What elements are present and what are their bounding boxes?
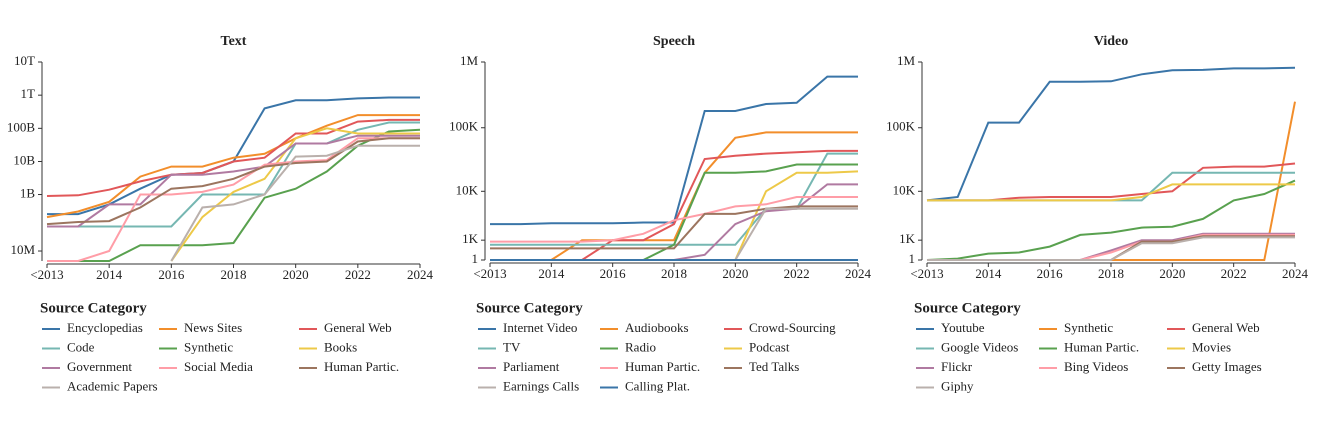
x-tick-label: 2018 bbox=[1098, 266, 1124, 281]
x-tick-label: 2024 bbox=[407, 267, 434, 282]
legend-label: General Web bbox=[1192, 320, 1260, 335]
legend-label: Internet Video bbox=[503, 320, 577, 335]
y-tick-label: 1 bbox=[472, 251, 479, 266]
y-tick-label: 100K bbox=[449, 119, 479, 134]
x-tick-label: 2024 bbox=[845, 266, 872, 281]
x-tick-label: 2020 bbox=[283, 267, 309, 282]
legend-label: News Sites bbox=[184, 320, 242, 335]
y-tick-label: 1M bbox=[460, 53, 479, 68]
y-tick-label: 100K bbox=[886, 119, 916, 134]
legend-label: Government bbox=[67, 359, 132, 374]
legend-label: Synthetic bbox=[184, 339, 233, 354]
series-line bbox=[927, 235, 1295, 261]
x-tick-label: <2013 bbox=[473, 266, 506, 281]
series-line bbox=[490, 196, 858, 243]
legend-label: Earnings Calls bbox=[503, 378, 579, 393]
x-tick-label: 2016 bbox=[158, 267, 185, 282]
x-tick-label: <2013 bbox=[910, 266, 943, 281]
chart-title: Video bbox=[1094, 34, 1128, 49]
legend-label: Radio bbox=[625, 339, 656, 354]
legend-label: Code bbox=[67, 339, 95, 354]
y-tick-label: 100B bbox=[7, 119, 36, 134]
legend-label: Human Partic. bbox=[1064, 339, 1139, 354]
series-line bbox=[927, 236, 1295, 261]
legend-label: Human Partic. bbox=[324, 359, 399, 374]
series-line bbox=[490, 170, 859, 261]
legend-label: Movies bbox=[1192, 339, 1231, 354]
y-tick-label: 10K bbox=[893, 182, 916, 197]
legend-label: TV bbox=[503, 339, 521, 354]
x-tick-label: 2016 bbox=[1037, 266, 1064, 281]
x-tick-label: 2020 bbox=[1159, 266, 1185, 281]
legend-title: Source Category bbox=[914, 300, 1021, 316]
series-line bbox=[927, 162, 1296, 202]
y-tick-label: 1T bbox=[21, 86, 36, 101]
x-tick-label: <2013 bbox=[30, 267, 63, 282]
series-line bbox=[47, 121, 420, 228]
legend-title: Source Category bbox=[476, 300, 583, 316]
x-tick-label: 2018 bbox=[661, 266, 687, 281]
series-line bbox=[170, 144, 420, 262]
legend-label: Bing Videos bbox=[1064, 359, 1128, 374]
series-line bbox=[46, 114, 420, 219]
chart-title: Speech bbox=[653, 34, 695, 49]
series-line bbox=[490, 152, 858, 246]
series-line bbox=[46, 137, 420, 226]
series-line bbox=[47, 137, 420, 262]
legend-label: Crowd-Sourcing bbox=[749, 320, 836, 335]
series-line bbox=[490, 205, 858, 250]
series-line bbox=[47, 134, 420, 228]
y-tick-label: 1 bbox=[909, 251, 916, 266]
series-line bbox=[46, 118, 420, 197]
legend-label: Getty Images bbox=[1192, 359, 1262, 374]
x-tick-label: 2014 bbox=[975, 266, 1002, 281]
series-line bbox=[170, 127, 420, 262]
chart-title: Text bbox=[221, 34, 247, 49]
y-tick-label: 1B bbox=[20, 186, 36, 201]
legend-label: Calling Plat. bbox=[625, 378, 690, 393]
legend-label: Giphy bbox=[941, 378, 974, 393]
legend-label: General Web bbox=[324, 320, 392, 335]
legend-label: Youtube bbox=[941, 320, 985, 335]
y-tick-label: 10M bbox=[10, 242, 35, 257]
series-line bbox=[926, 66, 1296, 202]
legend-label: Audiobooks bbox=[625, 320, 689, 335]
x-tick-label: 2016 bbox=[600, 266, 627, 281]
legend-label: Podcast bbox=[749, 339, 790, 354]
x-tick-label: 2014 bbox=[96, 267, 123, 282]
legend-label: Academic Papers bbox=[67, 378, 158, 393]
legend-label: Google Videos bbox=[941, 339, 1018, 354]
legend-label: Books bbox=[324, 339, 357, 354]
legend-title: Source Category bbox=[40, 300, 147, 316]
series-line bbox=[927, 183, 1295, 202]
legend-label: Human Partic. bbox=[625, 359, 700, 374]
y-tick-label: 10K bbox=[456, 182, 479, 197]
series-line bbox=[927, 233, 1295, 261]
y-tick-label: 10B bbox=[13, 152, 35, 167]
x-tick-label: 2024 bbox=[1282, 266, 1309, 281]
x-tick-label: 2022 bbox=[1221, 266, 1247, 281]
series-line bbox=[490, 75, 858, 226]
series-line bbox=[926, 179, 1296, 261]
x-tick-label: 2018 bbox=[221, 267, 247, 282]
series-line bbox=[490, 207, 858, 261]
legend-label: Ted Talks bbox=[749, 359, 799, 374]
y-tick-label: 1K bbox=[462, 231, 479, 246]
x-tick-label: 2014 bbox=[538, 266, 565, 281]
x-tick-label: 2022 bbox=[784, 266, 810, 281]
legend-label: Flickr bbox=[941, 359, 973, 374]
legend-label: Parliament bbox=[503, 359, 560, 374]
y-tick-label: 1M bbox=[897, 53, 916, 68]
y-tick-label: 10T bbox=[14, 53, 35, 68]
x-tick-label: 2022 bbox=[345, 267, 371, 282]
legend-label: Synthetic bbox=[1064, 320, 1113, 335]
legend-label: Social Media bbox=[184, 359, 253, 374]
y-tick-label: 1K bbox=[899, 231, 916, 246]
legend-label: Encyclopedias bbox=[67, 320, 143, 335]
x-tick-label: 2020 bbox=[722, 266, 748, 281]
